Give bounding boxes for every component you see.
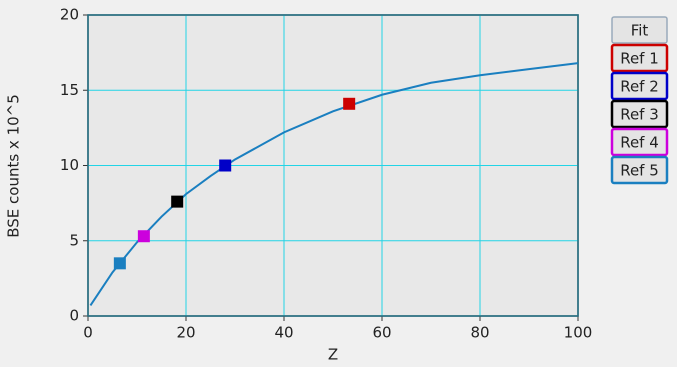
legend-button-frame xyxy=(611,16,668,44)
x-tick-label: 20 xyxy=(176,324,195,342)
legend-button[interactable]: Ref 4 xyxy=(610,127,669,157)
legend-button-frame xyxy=(610,155,669,185)
legend-button-frame xyxy=(610,71,669,101)
legend-label: Ref 5 xyxy=(620,162,659,180)
x-tick-label: 60 xyxy=(372,324,391,342)
y-axis-label: BSE counts x 10^5 xyxy=(5,94,23,238)
x-tick-label: 100 xyxy=(564,324,593,342)
point xyxy=(343,97,356,110)
legend-button[interactable]: Ref 5 xyxy=(610,155,669,185)
x-tick-label: 80 xyxy=(470,324,489,342)
legend-label: Fit xyxy=(631,22,649,40)
point xyxy=(171,195,184,208)
y-tick-label: 0 xyxy=(69,307,79,325)
y-tick-label: 20 xyxy=(60,6,79,24)
point xyxy=(137,230,150,243)
legend-button[interactable]: Ref 2 xyxy=(610,71,669,101)
x-axis-label: Z xyxy=(328,346,338,364)
point xyxy=(219,159,232,172)
legend-button[interactable]: Fit xyxy=(611,16,668,44)
y-tick-label: 15 xyxy=(60,81,79,99)
legend-button-frame xyxy=(610,43,669,73)
point xyxy=(113,257,126,270)
legend-label: Ref 3 xyxy=(620,106,659,124)
legend-label: Ref 1 xyxy=(620,50,659,68)
x-tick-label: 40 xyxy=(274,324,293,342)
y-tick-label: 5 xyxy=(69,231,79,249)
legend-button-frame xyxy=(610,127,669,157)
legend-button[interactable]: Ref 3 xyxy=(610,99,669,129)
x-tick-label: 0 xyxy=(83,324,93,342)
legend-label: Ref 2 xyxy=(620,78,659,96)
plot-area xyxy=(87,14,579,317)
legend-button-frame xyxy=(610,99,669,129)
legend-label: Ref 4 xyxy=(620,134,659,152)
y-tick-label: 10 xyxy=(60,156,79,174)
legend-button[interactable]: Ref 1 xyxy=(610,43,669,73)
